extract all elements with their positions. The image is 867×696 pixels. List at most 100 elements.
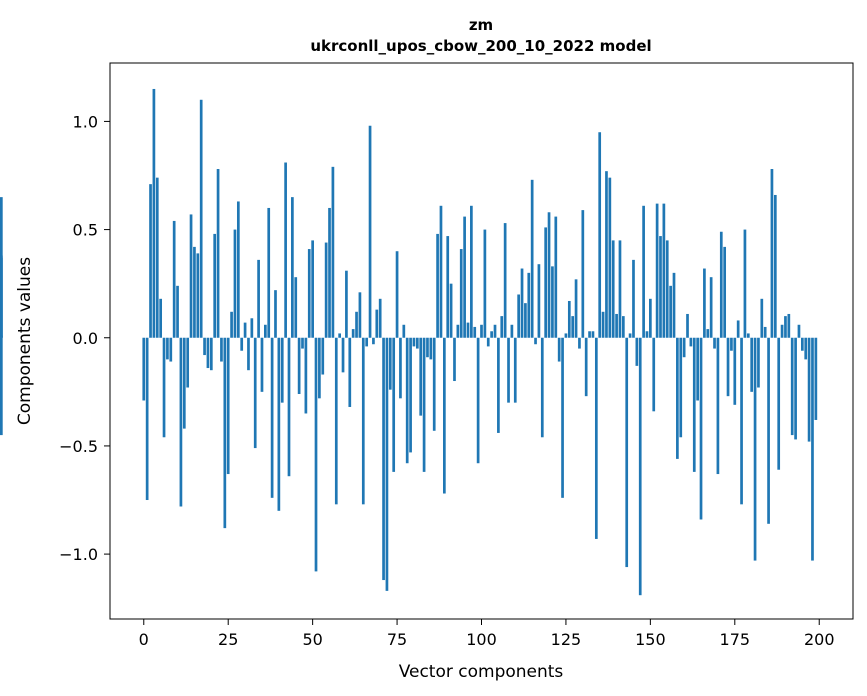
bar-148 bbox=[642, 205, 645, 338]
x-tick-label: 125 bbox=[551, 630, 582, 649]
bar-3 bbox=[152, 88, 156, 338]
bar-150 bbox=[649, 298, 652, 338]
bar-198 bbox=[811, 337, 814, 561]
bar-178 bbox=[743, 229, 747, 338]
bar-141 bbox=[618, 240, 622, 338]
bar-78 bbox=[405, 337, 409, 464]
plot-frame bbox=[109, 62, 854, 620]
bar-155 bbox=[665, 240, 669, 338]
bar-80 bbox=[412, 337, 416, 347]
bar-169 bbox=[713, 337, 716, 349]
bar-163 bbox=[692, 337, 696, 472]
bars-group bbox=[0, 88, 818, 596]
bar-undefined bbox=[0, 335, 3, 338]
bar-131 bbox=[584, 337, 588, 397]
bar-67 bbox=[368, 125, 372, 338]
bar-40 bbox=[277, 337, 281, 511]
bar-192 bbox=[790, 337, 794, 436]
bar-58 bbox=[338, 333, 341, 338]
bar-6 bbox=[162, 337, 166, 438]
x-tick-label: 75 bbox=[387, 630, 407, 649]
bar-105 bbox=[497, 337, 500, 433]
bar-174 bbox=[730, 337, 733, 351]
bar-182 bbox=[757, 337, 760, 388]
bar-43 bbox=[287, 337, 291, 477]
bar-8 bbox=[169, 337, 173, 362]
bar-117 bbox=[537, 264, 541, 338]
bar-166 bbox=[703, 268, 706, 338]
bar-191 bbox=[787, 313, 791, 338]
bar-57 bbox=[334, 337, 338, 505]
bar-116 bbox=[534, 337, 537, 345]
bar-107 bbox=[503, 223, 507, 338]
bar-99 bbox=[476, 337, 480, 464]
bar-181 bbox=[753, 337, 757, 561]
bar-7 bbox=[166, 337, 169, 360]
bar-142 bbox=[621, 316, 625, 338]
y-tick-label: −1.0 bbox=[59, 545, 98, 564]
bar-172 bbox=[723, 246, 727, 338]
y-tick-label: −0.5 bbox=[59, 437, 98, 456]
bar-39 bbox=[274, 290, 277, 338]
bar-41 bbox=[280, 337, 284, 403]
bar-44 bbox=[291, 197, 294, 338]
bar-138 bbox=[608, 177, 612, 338]
y-axis-label: Components values bbox=[15, 257, 35, 425]
bar-81 bbox=[415, 337, 419, 349]
bar-157 bbox=[672, 272, 676, 338]
bar-48 bbox=[304, 337, 308, 414]
bar-185 bbox=[767, 337, 770, 524]
bar-84 bbox=[426, 337, 429, 358]
bar-31 bbox=[247, 337, 250, 371]
bar-89 bbox=[443, 337, 446, 494]
bar-145 bbox=[632, 259, 635, 338]
x-axis-ticks: 0 25 50 75 100 125 150 175 200 bbox=[139, 619, 835, 649]
bar-137 bbox=[605, 171, 608, 338]
bar-9 bbox=[172, 220, 176, 338]
bar-12 bbox=[182, 337, 186, 429]
bar-140 bbox=[615, 313, 618, 338]
bar-97 bbox=[470, 205, 473, 338]
bar-175 bbox=[733, 337, 737, 405]
bar-152 bbox=[655, 203, 659, 338]
bar-undefined bbox=[0, 255, 3, 338]
bar-73 bbox=[388, 337, 392, 390]
bar-77 bbox=[402, 324, 406, 338]
bar-184 bbox=[763, 326, 767, 338]
bar-132 bbox=[588, 331, 591, 338]
bar-147 bbox=[638, 337, 642, 596]
bar-173 bbox=[726, 337, 730, 397]
x-tick-label: 25 bbox=[218, 630, 238, 649]
bar-69 bbox=[375, 309, 379, 338]
bar-197 bbox=[807, 337, 811, 442]
bar-23 bbox=[220, 337, 223, 362]
bar-136 bbox=[601, 311, 605, 338]
bar-199 bbox=[814, 337, 818, 420]
bar-50 bbox=[311, 240, 314, 338]
bar-13 bbox=[186, 337, 190, 388]
bar-61 bbox=[348, 337, 352, 407]
bar-26 bbox=[230, 311, 233, 338]
bar-66 bbox=[365, 337, 369, 347]
bar-28 bbox=[236, 201, 240, 338]
x-tick-label: 175 bbox=[720, 630, 751, 649]
bar-179 bbox=[746, 333, 750, 338]
bar-143 bbox=[625, 337, 629, 568]
bar-189 bbox=[780, 324, 784, 338]
bar-29 bbox=[240, 337, 244, 351]
bar-18 bbox=[203, 337, 206, 356]
bar-112 bbox=[520, 268, 524, 338]
bar-196 bbox=[804, 337, 808, 360]
bar-45 bbox=[294, 277, 298, 338]
bar-54 bbox=[324, 242, 328, 338]
bar-149 bbox=[645, 331, 649, 338]
bar-15 bbox=[193, 246, 196, 338]
bar-154 bbox=[662, 203, 666, 338]
bar-165 bbox=[699, 337, 703, 520]
bar-102 bbox=[486, 337, 490, 347]
bar-62 bbox=[351, 329, 355, 338]
bar-162 bbox=[689, 337, 693, 347]
bar-59 bbox=[341, 337, 345, 373]
bar-72 bbox=[385, 337, 389, 591]
bar-101 bbox=[483, 229, 487, 338]
